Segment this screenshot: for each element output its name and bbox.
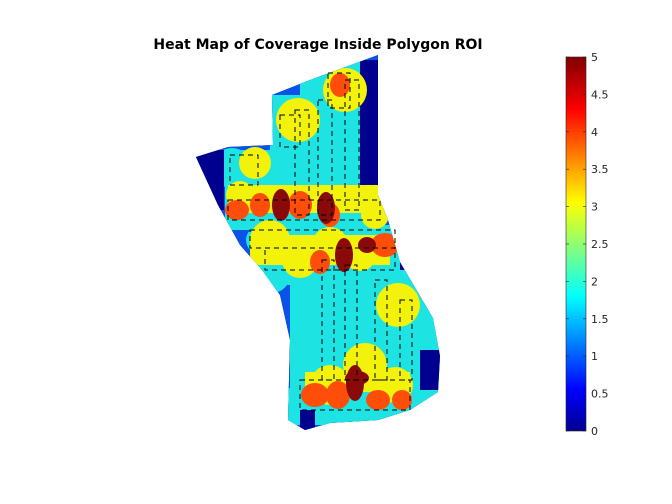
- coverage-cell-0: [196, 150, 224, 210]
- colorbar-tick-label: 4.5: [591, 88, 609, 101]
- colorbar-ticks: 0 0.5 1 1.5 2 2.5 3 3.5 4 4.5 5: [566, 51, 609, 438]
- colorbar-tick-label: 3: [591, 201, 598, 214]
- coverage-cells: [196, 55, 440, 430]
- colorbar: 0 0.5 1 1.5 2 2.5 3 3.5 4 4.5 5: [565, 51, 609, 438]
- coverage-cell-3: [276, 98, 320, 142]
- sensor-footprints: [227, 72, 413, 411]
- colorbar-tick-label: 5: [591, 51, 598, 64]
- coverage-cell-5: [335, 238, 353, 272]
- footprint-outline: [399, 299, 413, 381]
- footprint-outline: [294, 109, 310, 216]
- coverage-cell-4: [330, 73, 350, 97]
- footprint-outline: [227, 199, 381, 221]
- coverage-cell-4: [326, 381, 350, 409]
- colorbar-tick-label: 1: [591, 350, 598, 363]
- coverage-cell-3: [376, 283, 420, 327]
- colorbar-tick-label: 4: [591, 126, 598, 139]
- colorbar-tick-label: 0: [591, 425, 598, 438]
- coverage-cell-5: [272, 189, 290, 221]
- coverage-cell-3: [239, 147, 271, 179]
- coverage-cell-5: [358, 237, 376, 253]
- coverage-cell-4: [310, 250, 330, 274]
- coverage-cell-0: [300, 410, 315, 430]
- colorbar-tick-label: 3.5: [591, 163, 609, 176]
- coverage-cell-4: [288, 191, 312, 219]
- colorbar-tick-label: 0.5: [591, 388, 609, 401]
- colorbar-tick-label: 2.5: [591, 238, 609, 251]
- chart-title: Heat Map of Coverage Inside Polygon ROI: [153, 37, 482, 53]
- footprint-outline: [299, 379, 411, 411]
- coverage-cell-4: [371, 233, 399, 257]
- coverage-cell-4: [301, 383, 329, 407]
- footprint-outline: [249, 229, 396, 249]
- coverage-cell-4: [250, 193, 270, 217]
- coverage-heatmap: [196, 55, 440, 430]
- coverage-cell-5: [345, 371, 369, 385]
- colorbar-tick-label: 2: [591, 275, 598, 288]
- footprint-outline: [317, 99, 333, 216]
- footprint-outline: [279, 114, 301, 148]
- coverage-cell-4: [225, 200, 249, 220]
- coverage-cell-4: [392, 390, 412, 410]
- coverage-cell-0: [420, 350, 440, 390]
- coverage-cell-4: [366, 390, 390, 410]
- footprint-outline: [327, 72, 351, 109]
- colorbar-tick-label: 1.5: [591, 313, 609, 326]
- footprint-outline: [229, 154, 259, 186]
